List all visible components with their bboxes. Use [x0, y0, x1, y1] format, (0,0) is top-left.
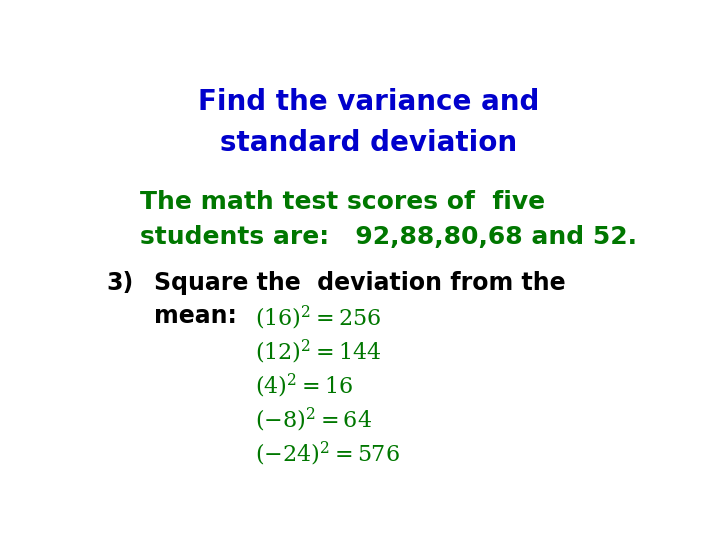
- Text: Square the  deviation from the: Square the deviation from the: [154, 271, 566, 295]
- Text: 3): 3): [107, 271, 134, 295]
- Text: The math test scores of  five: The math test scores of five: [140, 190, 545, 213]
- Text: standard deviation: standard deviation: [220, 129, 518, 157]
- Text: $(16)^2 = 256$: $(16)^2 = 256$: [255, 304, 381, 332]
- Text: $(-24)^2 = 576$: $(-24)^2 = 576$: [255, 440, 400, 469]
- Text: $(-8)^2 = 64$: $(-8)^2 = 64$: [255, 406, 372, 434]
- Text: mean:: mean:: [154, 304, 237, 328]
- Text: $(4)^2 = 16$: $(4)^2 = 16$: [255, 372, 353, 400]
- Text: Find the variance and: Find the variance and: [198, 87, 540, 116]
- Text: $(12)^2 =144$: $(12)^2 =144$: [255, 338, 382, 366]
- Text: students are:   92,88,80,68 and 52.: students are: 92,88,80,68 and 52.: [140, 225, 637, 249]
